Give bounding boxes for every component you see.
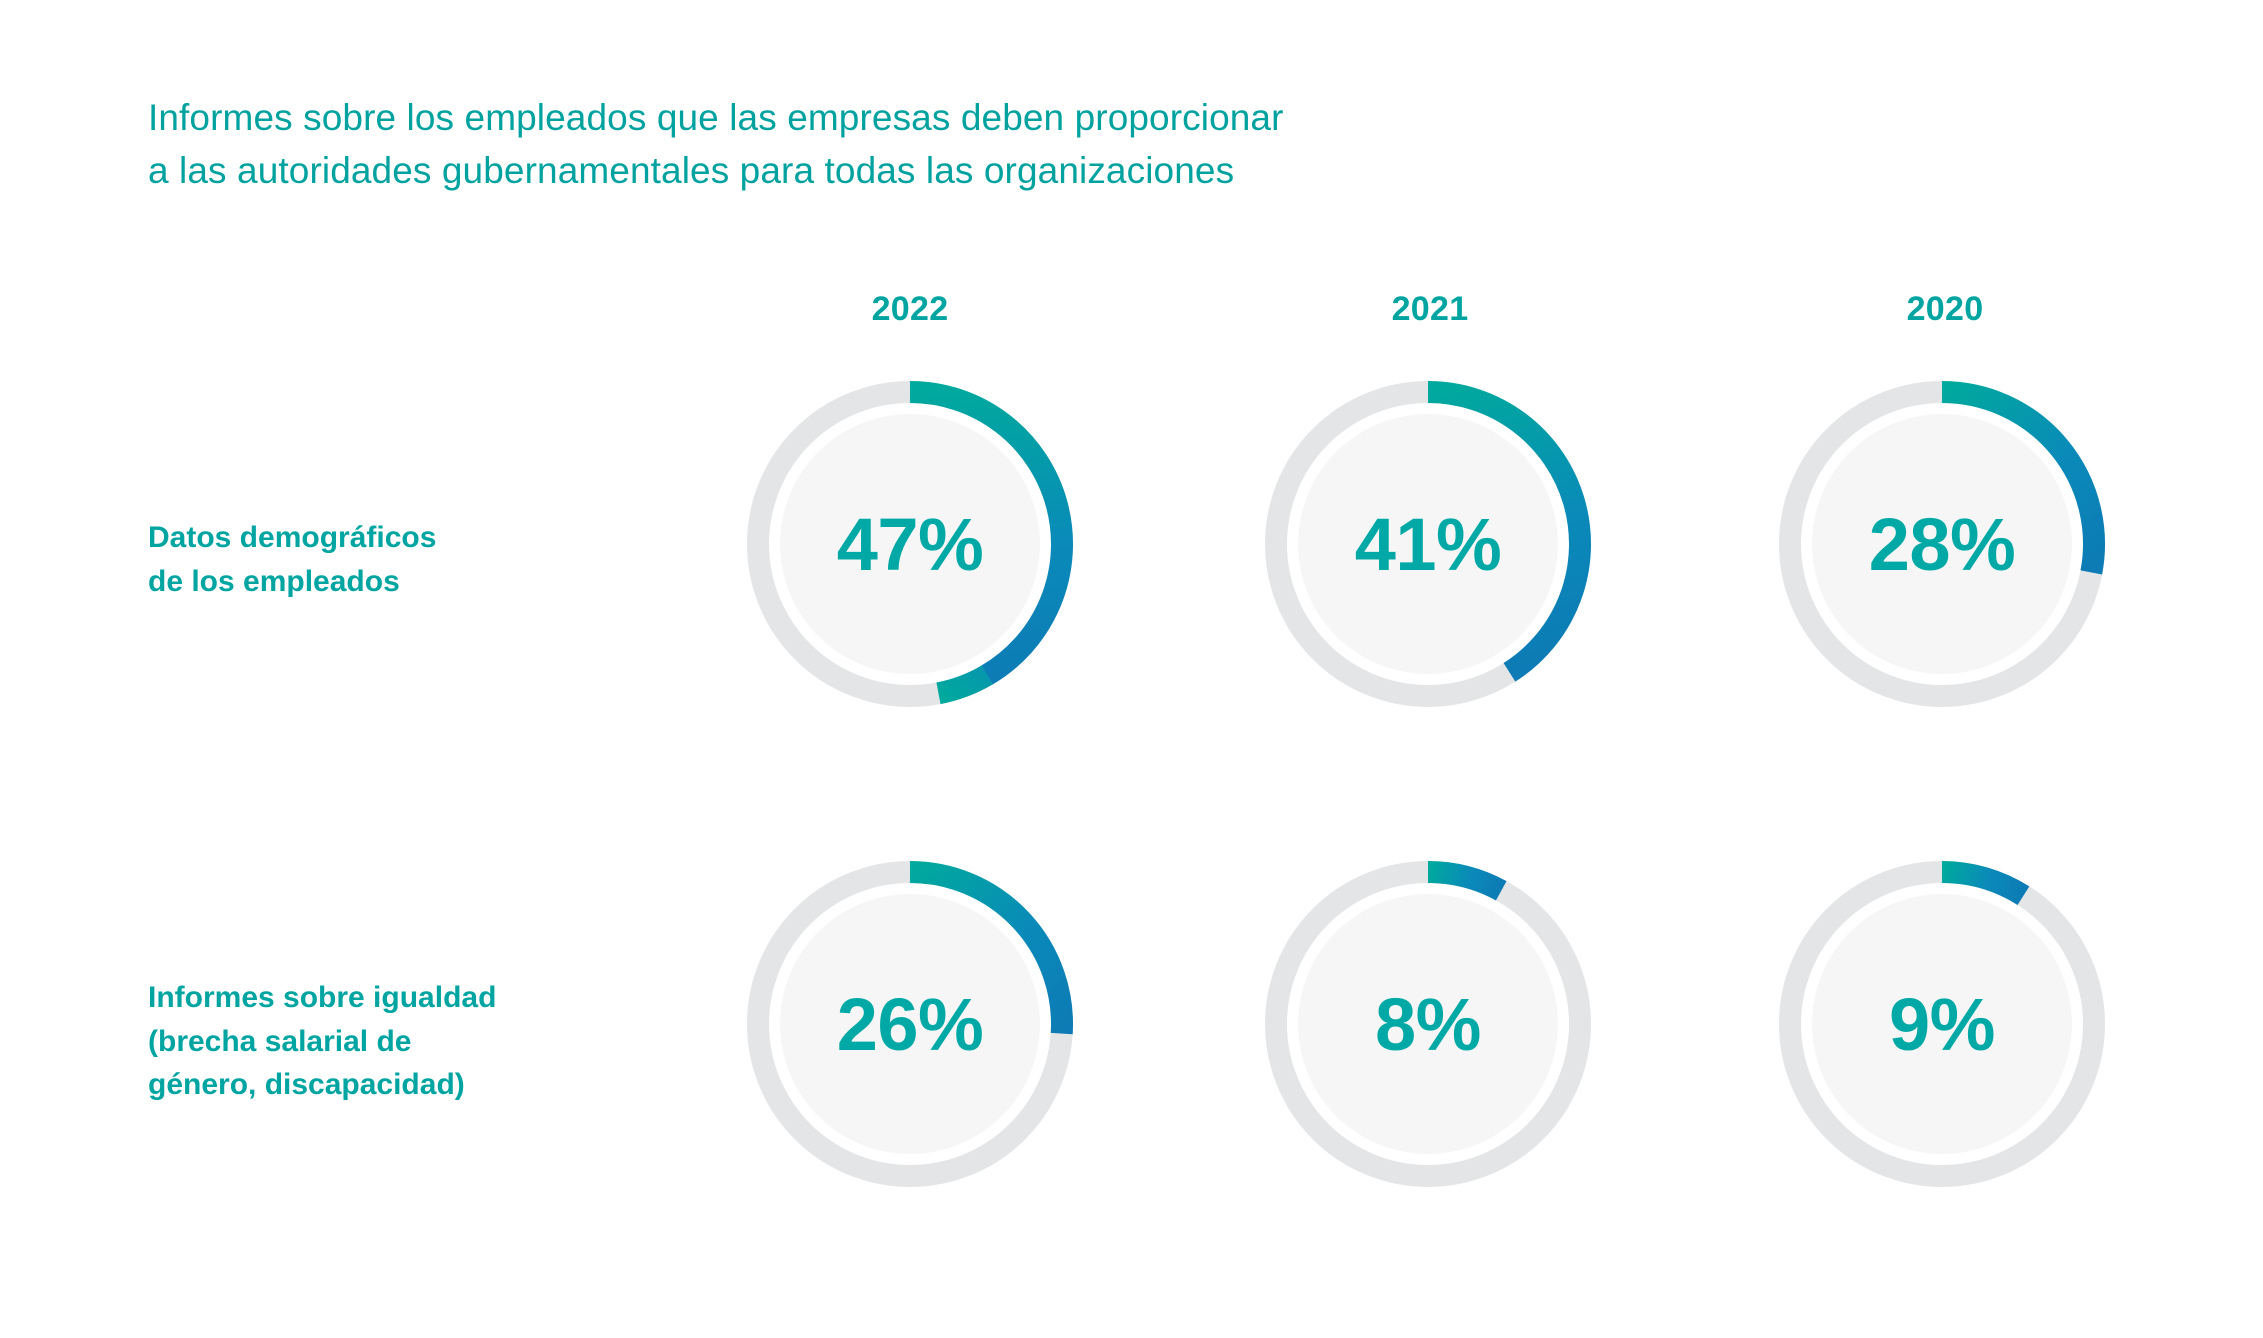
- donut-value-arc: [909, 861, 1073, 1035]
- donut-ring-svg: [1265, 861, 1591, 1187]
- donut-gauge-demographics-2021: 41%: [1252, 368, 1604, 720]
- donut-value-arc: [1427, 861, 1507, 901]
- column-header-2020: 2020: [1906, 290, 1984, 328]
- donut-value-arc: [1941, 381, 2105, 575]
- donut-value-arc-tail: [936, 665, 993, 705]
- donut-inner-disc: [1298, 894, 1558, 1154]
- donut-inner-disc: [780, 894, 1040, 1154]
- donut-gauge-equality-2020: 9%: [1766, 848, 2118, 1200]
- donut-value-arc: [909, 381, 1073, 686]
- column-header-2022: 2022: [871, 290, 949, 328]
- donut-ring-svg: [1779, 381, 2105, 707]
- donut-gauge-demographics-2022: 47%: [734, 368, 1086, 720]
- row-label-equality-reports: Informes sobre igualdad (brecha salarial…: [148, 981, 497, 1101]
- donut-ring-svg: [1265, 381, 1591, 707]
- column-header-2021: 2021: [1391, 290, 1469, 328]
- row-label-employee-demographics: Datos demográficos de los empleados: [148, 521, 437, 598]
- donut-ring-svg: [747, 381, 1073, 707]
- donut-inner-disc: [780, 414, 1040, 674]
- page-title: Informes sobre los empleados que las emp…: [148, 97, 1284, 191]
- donut-inner-disc: [1298, 414, 1558, 674]
- donut-gauge-equality-2021: 8%: [1252, 848, 1604, 1200]
- donut-ring-svg: [747, 861, 1073, 1187]
- donut-gauge-equality-2022: 26%: [734, 848, 1086, 1200]
- donut-value-arc: [1941, 861, 2030, 906]
- donut-inner-disc: [1812, 894, 2072, 1154]
- donut-value-arc: [1427, 381, 1591, 682]
- donut-ring-svg: [1779, 861, 2105, 1187]
- donut-inner-disc: [1812, 414, 2072, 674]
- donut-gauge-demographics-2020: 28%: [1766, 368, 2118, 720]
